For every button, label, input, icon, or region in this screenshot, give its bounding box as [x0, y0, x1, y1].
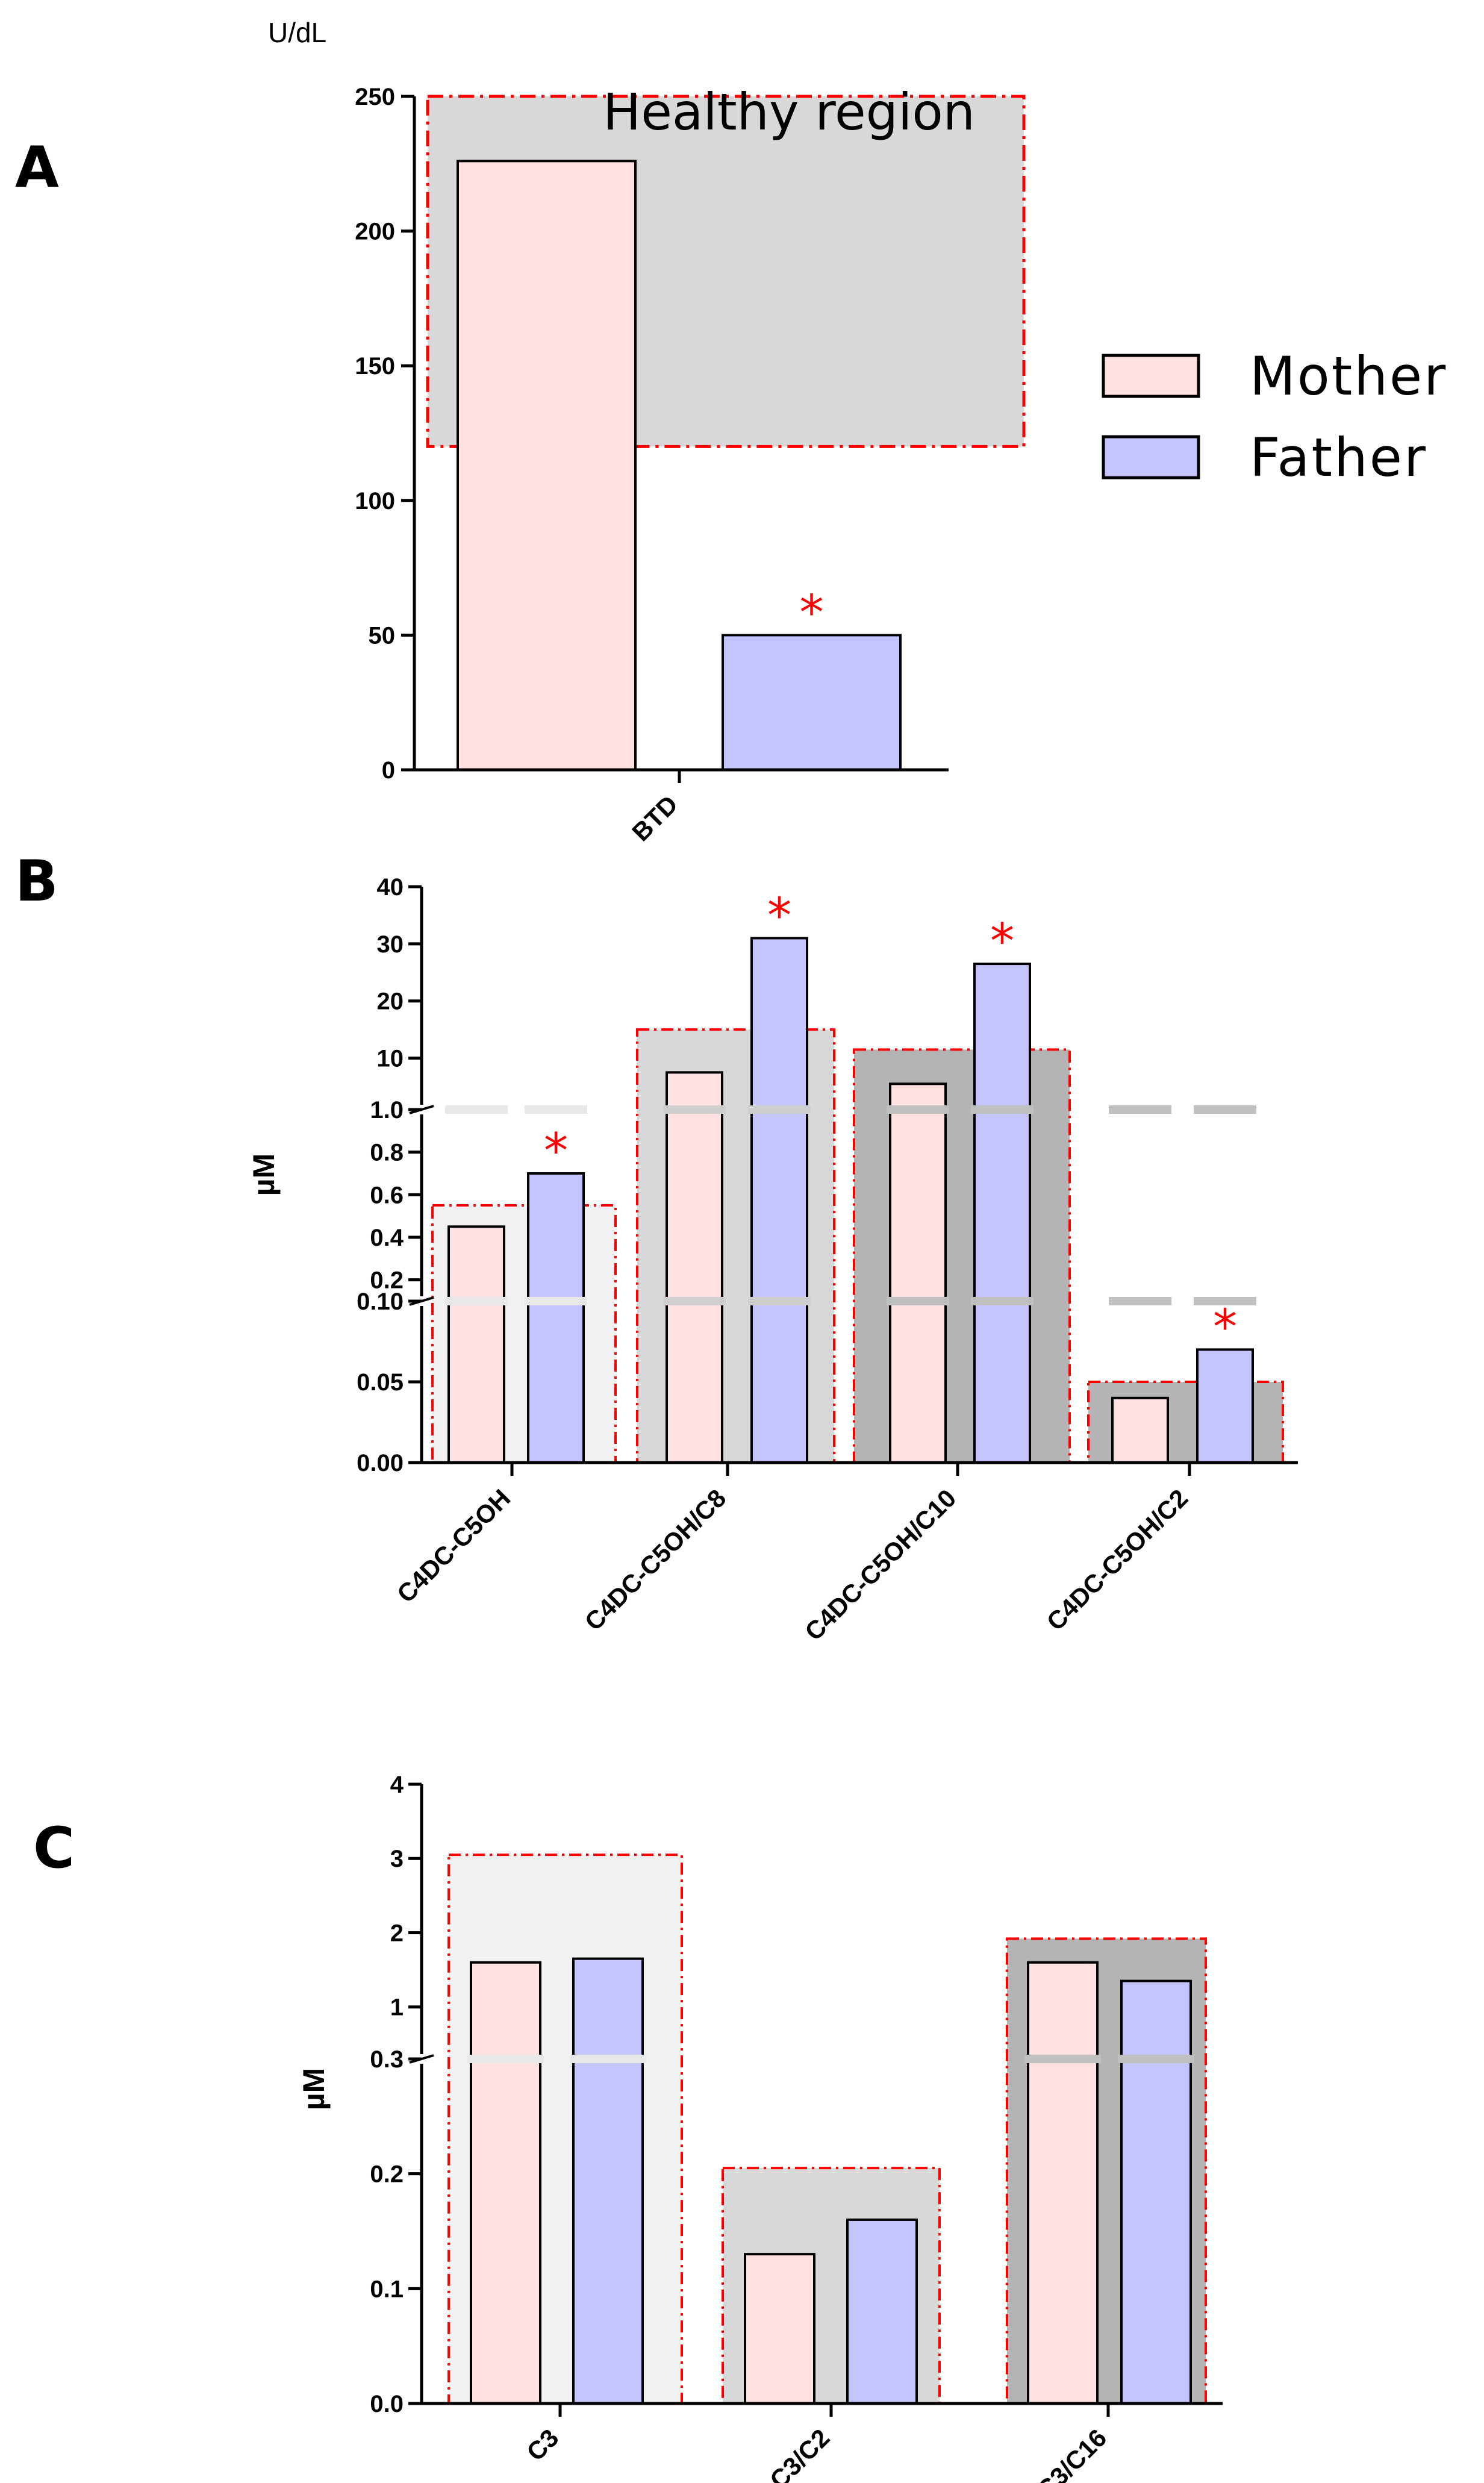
panel-letter-b: B — [15, 849, 58, 914]
y-tick-label-b-0-6: 0.6 — [370, 1182, 404, 1208]
axis-break-band-b-mother-c4dc-c5oh-c2-0 — [1109, 1297, 1171, 1305]
axis-break-band-b-father-c4dc-c5oh-c10-0 — [971, 1297, 1034, 1305]
axis-break-band-b-father-c4dc-c5oh-0 — [525, 1297, 587, 1305]
legend-swatch-father — [1102, 435, 1200, 479]
axis-break-band-c-mother-c3-c16 — [1024, 2055, 1101, 2063]
y-tick-label-b-0-05: 0.05 — [357, 1369, 404, 1396]
x-label-a-btd: BTD — [626, 790, 683, 846]
chart-c: 0.0 0.1 0.2 0.3 1 2 3 4 C3 C3/C2 C3/C16 µM — [297, 1772, 1223, 2483]
y-tick-label-c-3: 3 — [390, 1846, 404, 1872]
y-axis-label-b: µM — [247, 1154, 281, 1196]
bar-a-father-btd — [722, 634, 902, 772]
bar-c-father-c3-c2 — [846, 2218, 918, 2405]
x-label-b-c4dc-c5oh-c8: C4DC-C5OH/C8 — [579, 1484, 732, 1636]
chart-a: Healthy region * 0 50 100 150 200 250 BTD U/dL — [268, 17, 1026, 846]
legend-swatch-mother — [1102, 354, 1200, 398]
bar-c-father-c3-c16 — [1120, 1979, 1192, 2405]
significance-star-b-c4dc-c5oh: * — [544, 1123, 568, 1179]
bar-b-father-c4dc-c5oh-c8 — [750, 937, 808, 1464]
y-tick-label-c-0-0: 0.0 — [370, 2391, 404, 2417]
axis-break-band-b-mother-c4dc-c5oh-c2-1 — [1109, 1105, 1171, 1114]
axis-break-band-b-mother-c4dc-c5oh-c8-0 — [663, 1297, 726, 1305]
bar-c-mother-c3 — [470, 1961, 541, 2405]
axis-break-band-b-mother-c4dc-c5oh-1 — [445, 1105, 508, 1114]
bar-b-mother-c4dc-c5oh — [447, 1225, 505, 1464]
y-tick-label-b-0-00: 0.00 — [357, 1450, 404, 1476]
y-tick-label-c-4: 4 — [390, 1772, 404, 1798]
y-tick-label-c-0-3: 0.3 — [370, 2046, 404, 2073]
axis-break-band-b-father-c4dc-c5oh-c2-0 — [1194, 1297, 1256, 1305]
axis-break-band-b-mother-c4dc-c5oh-c10-0 — [887, 1297, 949, 1305]
axis-break-band-b-father-c4dc-c5oh-c2-1 — [1194, 1105, 1256, 1114]
axis-break-band-c-mother-c3 — [467, 2055, 544, 2063]
y-tick-label-b-30: 30 — [377, 931, 404, 958]
y-tick-label-a-200: 200 — [355, 219, 395, 245]
x-label-b-c4dc-c5oh: C4DC-C5OH — [391, 1484, 516, 1608]
axis-break-band-c-father-c3-c16 — [1118, 2055, 1194, 2063]
y-tick-label-b-0-2: 0.2 — [370, 1267, 404, 1294]
axis-break-band-c-father-c3 — [570, 2055, 646, 2063]
axis-break-band-b-mother-c4dc-c5oh-c8-1 — [663, 1105, 726, 1114]
bar-c-mother-c3-c2 — [744, 2253, 815, 2405]
legend: Mother Father — [1102, 345, 1447, 489]
y-unit-label-a: U/dL — [268, 17, 326, 48]
bar-b-mother-c4dc-c5oh-c2 — [1111, 1396, 1169, 1464]
bar-b-father-c4dc-c5oh-c10 — [973, 963, 1031, 1464]
axis-break-band-b-father-c4dc-c5oh-c8-0 — [748, 1297, 811, 1305]
x-label-b-c4dc-c5oh-c2: C4DC-C5OH/C2 — [1041, 1484, 1194, 1636]
significance-star-b-c4dc-c5oh-c2: * — [1213, 1299, 1237, 1355]
y-tick-label-b-40: 40 — [377, 874, 404, 901]
y-tick-label-a-50: 50 — [369, 622, 396, 649]
y-tick-label-a-0: 0 — [382, 757, 395, 784]
bar-b-father-c4dc-c5oh — [527, 1172, 585, 1464]
bar-b-father-c4dc-c5oh-c2 — [1196, 1348, 1254, 1464]
significance-star-b-c4dc-c5oh-c8: * — [767, 887, 791, 943]
x-label-c-c3-c2: C3/C2 — [764, 2423, 835, 2483]
bar-c-mother-c3-c16 — [1027, 1961, 1099, 2405]
healthy-region-label: Healthy region — [603, 83, 975, 142]
y-axis-label-c: µM — [297, 2068, 331, 2110]
bar-a-mother-btd — [457, 160, 637, 771]
y-tick-label-b-20: 20 — [377, 989, 404, 1015]
bar-b-mother-c4dc-c5oh-c8 — [666, 1071, 723, 1464]
x-label-c-c3-c16: C3/C16 — [1031, 2423, 1112, 2483]
x-label-c-c3: C3 — [521, 2423, 564, 2466]
significance-star-a-0: * — [800, 584, 824, 640]
y-tick-label-b-1-0: 1.0 — [370, 1097, 404, 1123]
legend-label-mother: Mother — [1250, 345, 1447, 407]
y-tick-label-c-0-2: 0.2 — [370, 2161, 404, 2188]
axis-break-band-b-father-c4dc-c5oh-1 — [525, 1105, 587, 1114]
y-tick-label-b-0-8: 0.8 — [370, 1140, 404, 1166]
y-tick-label-c-0-1: 0.1 — [370, 2276, 404, 2302]
panel-letter-a: A — [15, 135, 59, 201]
bar-c-father-c3 — [572, 1957, 644, 2405]
y-tick-label-b-0-10: 0.10 — [357, 1288, 404, 1315]
significance-star-b-c4dc-c5oh-c10: * — [990, 913, 1014, 969]
y-tick-label-a-150: 150 — [355, 353, 395, 379]
y-tick-label-a-250: 250 — [355, 84, 395, 110]
legend-label-father: Father — [1250, 426, 1427, 489]
axis-break-band-b-father-c4dc-c5oh-c10-1 — [971, 1105, 1034, 1114]
axis-break-band-b-father-c4dc-c5oh-c8-1 — [748, 1105, 811, 1114]
x-label-b-c4dc-c5oh-c10: C4DC-C5OH/C10 — [799, 1484, 961, 1646]
reference-region-b-c4dc-c5oh-c10 — [853, 1048, 1071, 1464]
bar-b-mother-c4dc-c5oh-c10 — [889, 1082, 947, 1464]
panel-letter-c: C — [33, 1816, 75, 1881]
axis-break-band-b-mother-c4dc-c5oh-c10-1 — [887, 1105, 949, 1114]
y-tick-label-b-10: 10 — [377, 1046, 404, 1072]
axis-break-band-b-mother-c4dc-c5oh-0 — [445, 1297, 508, 1305]
chart-b: * * * * 0.00 0.05 0.100.2 0.4 0.6 0.8 1.0 10 20 30 40 C… — [247, 874, 1298, 1646]
y-tick-label-c-2: 2 — [390, 1920, 404, 1946]
y-tick-label-c-1: 1 — [390, 1994, 404, 2021]
y-tick-label-b-0-4: 0.4 — [370, 1225, 404, 1251]
y-tick-label-a-100: 100 — [355, 488, 395, 514]
